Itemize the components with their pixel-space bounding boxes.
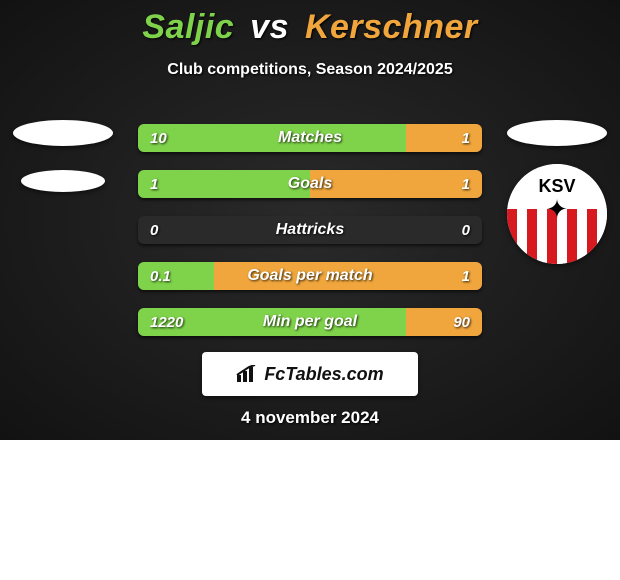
date: 4 november 2024 <box>0 408 620 428</box>
blank-area <box>0 440 620 580</box>
stat-value-left: 1220 <box>150 308 183 336</box>
title: Saljic vs Kerschner <box>0 0 620 47</box>
player2-badge-placeholder <box>507 120 607 146</box>
stat-metric-label: Matches <box>138 124 482 152</box>
watermark-text: FcTables.com <box>264 364 383 385</box>
stat-value-left: 1 <box>150 170 158 198</box>
player1-name: Saljic <box>142 8 234 46</box>
stat-row: Min per goal1220 90 <box>138 308 482 336</box>
stat-value-right: 1 <box>462 262 470 290</box>
stat-row: Goals1 1 <box>138 170 482 198</box>
player1-badge-area <box>8 120 118 210</box>
stat-metric-label: Min per goal <box>138 308 482 336</box>
stat-value-right: 0 <box>462 216 470 244</box>
stat-value-left: 0.1 <box>150 262 171 290</box>
comparison-card: Saljic vs Kerschner Club competitions, S… <box>0 0 620 440</box>
stat-rows: Matches101Goals11Hattricks00Goals per ma… <box>138 124 482 354</box>
stat-row: Hattricks0 0 <box>138 216 482 244</box>
stat-metric-label: Goals <box>138 170 482 198</box>
player1-badge-placeholder-2 <box>21 170 105 192</box>
stat-value-left: 0 <box>150 216 158 244</box>
chart-icon <box>236 365 258 383</box>
player2-badge-area: KSV ✦ <box>502 120 612 240</box>
stat-metric-label: Goals per match <box>138 262 482 290</box>
eagle-icon: ✦ <box>546 194 568 225</box>
subtitle: Club competitions, Season 2024/2025 <box>0 61 620 79</box>
club-logo: KSV ✦ <box>507 164 607 264</box>
stat-metric-label: Hattricks <box>138 216 482 244</box>
stat-value-right: 1 <box>462 170 470 198</box>
player1-badge-placeholder-1 <box>13 120 113 146</box>
stat-row: Matches10 1 <box>138 124 482 152</box>
player2-name: Kerschner <box>305 8 478 46</box>
stat-value-left: 10 <box>150 124 167 152</box>
watermark: FcTables.com <box>202 352 418 396</box>
stat-row: Goals per match0.1 1 <box>138 262 482 290</box>
stat-value-right: 90 <box>453 308 470 336</box>
stat-value-right: 1 <box>462 124 470 152</box>
title-vs: vs <box>250 8 289 46</box>
